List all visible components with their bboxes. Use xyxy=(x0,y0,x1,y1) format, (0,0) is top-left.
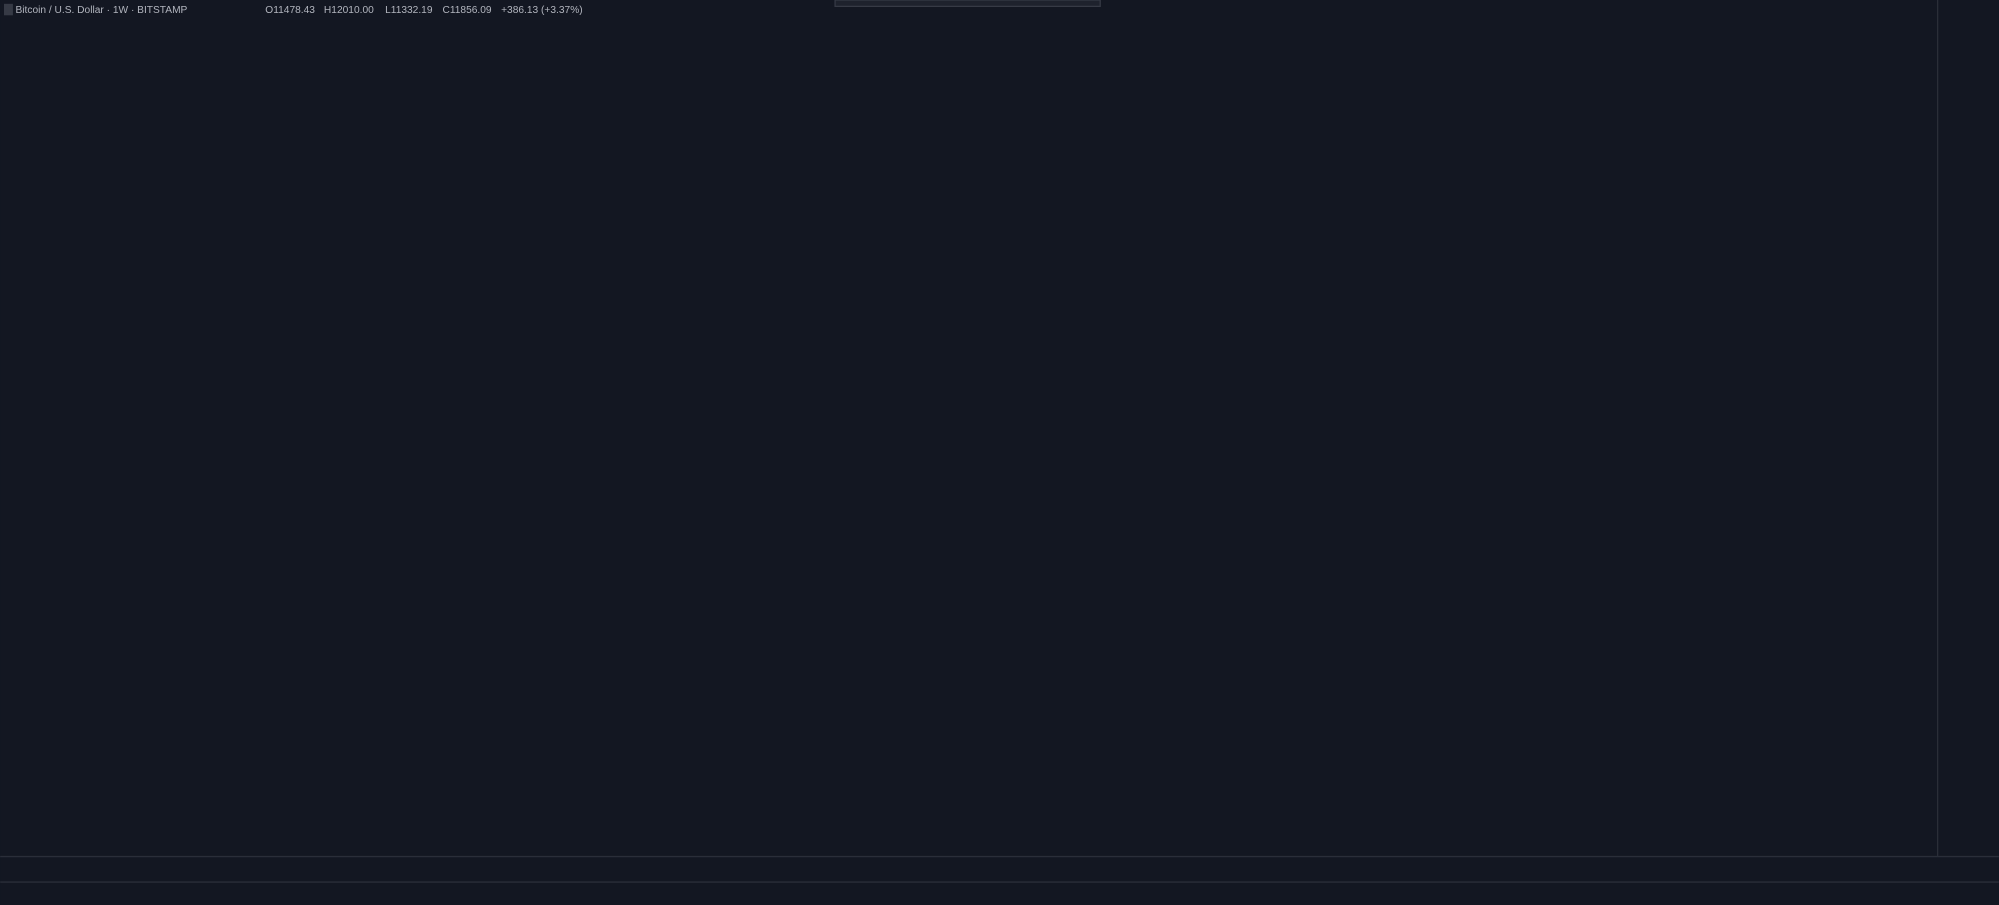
ohlc-change: +386.13 (+3.37%) xyxy=(501,5,583,16)
price-axis xyxy=(1937,0,1999,857)
time-axis xyxy=(0,856,1999,883)
ohlc-low: L11332.19 xyxy=(385,5,433,16)
symbol-title: Bitcoin / U.S. Dollar · 1W · BITSTAMP xyxy=(15,5,187,16)
ohlc-close: C11856.09 xyxy=(442,5,491,16)
popup-edge xyxy=(834,0,1101,8)
ohlc-high: H12010.00 xyxy=(324,5,374,16)
ohlc-open: O11478.43 xyxy=(265,5,315,16)
toolbar xyxy=(0,882,1999,905)
symbol-icon xyxy=(4,3,13,16)
legend: Bitcoin / U.S. Dollar · 1W · BITSTAMP O1… xyxy=(4,3,583,16)
